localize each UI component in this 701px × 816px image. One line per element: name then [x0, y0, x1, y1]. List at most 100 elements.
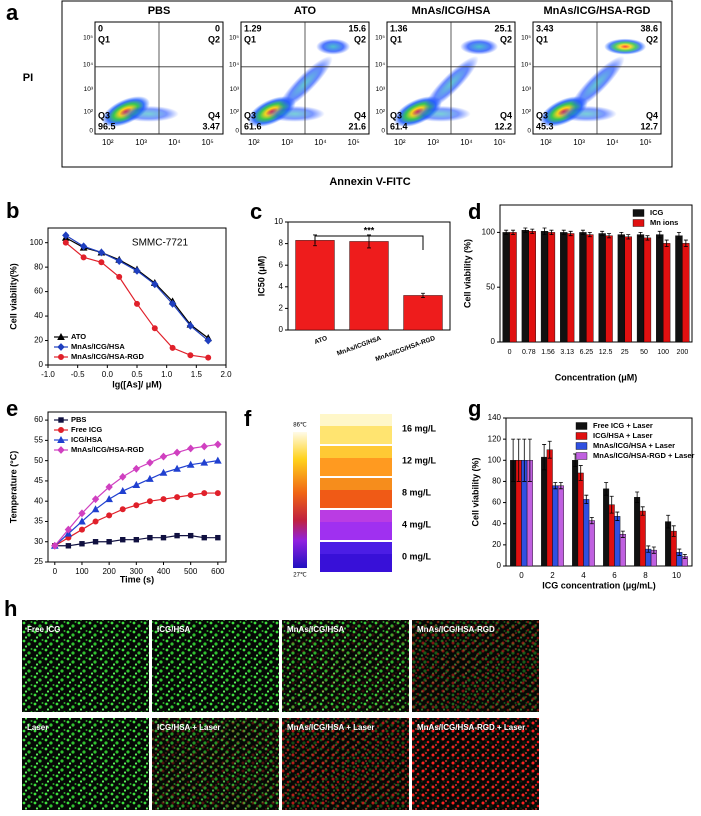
panel-label: d [468, 199, 481, 224]
error-bar [620, 530, 625, 538]
y-tick-label: 45 [34, 476, 43, 485]
data-point [79, 541, 85, 547]
y-tick-label: 0 [497, 561, 502, 570]
error-bar [530, 228, 535, 234]
quadrant-name: Q1 [98, 34, 110, 44]
y-tick-label: 40 [34, 311, 43, 320]
data-point [214, 440, 222, 449]
y-axis-label: Cell viability(%) [8, 263, 18, 330]
density-cloud [101, 96, 179, 128]
y-tick-label: 40 [34, 496, 43, 505]
data-point [133, 266, 141, 275]
data-point [186, 444, 195, 453]
panel-label: b [6, 198, 19, 223]
panel-label: g [468, 396, 481, 421]
data-point [92, 539, 99, 545]
legend-label: MnAs/ICG/HSA [71, 342, 125, 351]
panel-label: h [4, 596, 17, 621]
error-bar [677, 548, 682, 556]
legend-label: MnAs/ICG/HSA-RGD + Laser [593, 451, 695, 460]
error-bar [522, 438, 527, 482]
error-bar [580, 229, 585, 235]
significance-label: *** [364, 225, 375, 235]
annotation: SMMC-7721 [132, 238, 189, 249]
quadrant-value: 3.43 [536, 23, 554, 33]
y-tick-label: 0 [235, 127, 239, 134]
error-bar [523, 227, 528, 233]
data-point [187, 532, 194, 539]
y-tick-label: 20 [492, 540, 501, 549]
quadrant-name: Q4 [646, 110, 658, 120]
x-tick-label: 300 [130, 567, 144, 576]
legend-label: ATO [71, 332, 86, 341]
error-bar [676, 232, 681, 240]
x-tick-label: 100 [75, 567, 89, 576]
x-tick-label: 10⁵ [202, 138, 214, 147]
x-tick-label: 1.5 [191, 370, 203, 379]
y-tick-label: 80 [492, 477, 501, 486]
data-point [159, 468, 168, 476]
error-bar [421, 292, 425, 298]
data-point [160, 534, 167, 541]
data-point [204, 336, 212, 345]
y-axis-label: PI [23, 72, 33, 84]
thermal-image-top [320, 446, 392, 458]
x-tick-label: 2 [550, 571, 555, 580]
cloud [264, 105, 325, 122]
error-bar [638, 232, 643, 238]
legend-swatch [575, 432, 588, 440]
x-tick-label: 200 [677, 349, 689, 356]
x-tick-label: 1.56 [541, 349, 555, 356]
x-tick-label: 0 [508, 349, 512, 356]
error-bar [604, 482, 609, 496]
bar [634, 497, 641, 567]
legend-marker [57, 435, 65, 443]
error-bar [626, 234, 631, 240]
error-bar [553, 482, 558, 490]
data-point [146, 474, 154, 482]
data-point [78, 526, 85, 533]
data-point [133, 502, 140, 509]
legend-marker [58, 427, 64, 433]
error-bar [609, 495, 614, 514]
x-tick-label: 10³ [573, 138, 585, 147]
quadrant-value: 96.5 [98, 121, 116, 131]
error-bar [589, 516, 594, 525]
data-point [187, 352, 194, 359]
data-point [132, 464, 141, 473]
x-tick-label: 10³ [281, 138, 293, 147]
error-bar [640, 506, 645, 516]
x-tick-label: 500 [184, 567, 198, 576]
x-tick-label: 1.0 [161, 370, 173, 379]
panel-label: f [244, 406, 252, 431]
plot-title: MnAs/ICG/HSA-RGD [544, 5, 651, 17]
quadrant-value: 61.4 [390, 121, 408, 131]
data-point [200, 442, 208, 451]
x-tick-label: MnAs/ICG/HSA [336, 335, 382, 358]
data-point [78, 517, 86, 525]
bar [552, 485, 559, 567]
error-bar [619, 232, 624, 238]
bar [572, 460, 579, 567]
data-point [159, 452, 168, 461]
y-tick-label: 0 [279, 325, 284, 334]
concentration-label: 0 mg/L [402, 551, 432, 561]
bar [675, 235, 683, 343]
quadrant-name: Q4 [208, 110, 220, 120]
data-point [160, 496, 167, 503]
error-bar [547, 440, 552, 459]
quadrant-value: 12.7 [640, 121, 658, 131]
image-label: MnAs/ICG/HSA + Laser [287, 723, 375, 732]
cloud [604, 38, 647, 55]
legend-swatch [632, 219, 645, 227]
x-tick-label: 0 [53, 567, 58, 576]
bar [403, 295, 443, 331]
x-tick-label: 400 [157, 567, 171, 576]
data-point [168, 299, 177, 308]
y-tick-label: 10⁵ [83, 34, 93, 41]
error-bar [682, 553, 687, 559]
data-point [120, 537, 126, 543]
x-tick-label: 10⁴ [606, 138, 619, 147]
bar [605, 235, 613, 343]
quadrant-name: Q3 [244, 110, 256, 120]
